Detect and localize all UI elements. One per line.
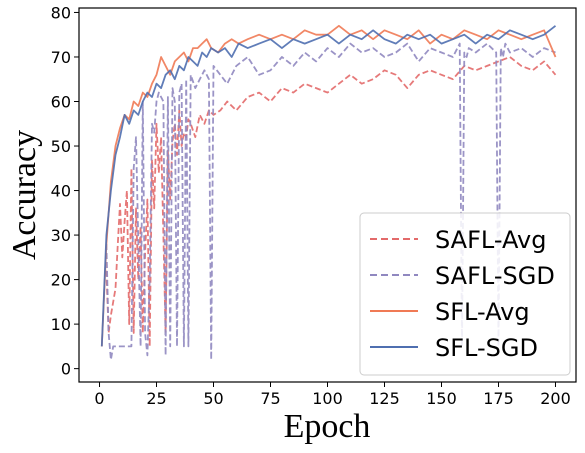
y-tick-label: 70 (51, 48, 71, 67)
x-tick-label: 75 (260, 389, 280, 408)
legend-label-safl-avg: SAFL-Avg (435, 226, 546, 254)
y-tick-label: 10 (51, 315, 71, 334)
x-tick-label: 150 (426, 389, 457, 408)
y-tick-label: 60 (51, 93, 71, 112)
legend-box (359, 212, 571, 376)
y-axis-label: Accuracy (6, 130, 43, 260)
series-line-safl-sgd (105, 42, 556, 361)
plot-lines (100, 24, 557, 361)
series-line-sfl-sgd (100, 25, 557, 347)
legend: SAFL-Avg SAFL-SGD SFL-Avg SFL-SGD (359, 212, 571, 376)
x-tick-label: 50 (203, 389, 223, 408)
y-tick-label: 40 (51, 182, 71, 201)
y-tick-label: 0 (61, 360, 71, 379)
y-tick-label: 50 (51, 137, 71, 156)
legend-label-sfl-avg: SFL-Avg (435, 298, 530, 326)
x-ticks: 0 25 50 75 100 125 150 175 200 (94, 382, 571, 408)
x-tick-label: 125 (369, 389, 400, 408)
legend-label-sfl-sgd: SFL-SGD (435, 334, 538, 362)
x-axis-label: Epoch (284, 408, 371, 445)
y-tick-label: 80 (51, 3, 71, 22)
x-tick-label: 0 (94, 389, 104, 408)
x-tick-label: 100 (312, 389, 343, 408)
y-ticks: 0 10 20 30 40 50 60 70 80 (51, 3, 79, 379)
x-tick-label: 175 (483, 389, 514, 408)
y-tick-label: 30 (51, 226, 71, 245)
x-tick-label: 25 (146, 389, 166, 408)
legend-label-safl-sgd: SAFL-SGD (435, 262, 555, 290)
y-tick-label: 20 (51, 271, 71, 290)
x-tick-label: 200 (540, 389, 571, 408)
